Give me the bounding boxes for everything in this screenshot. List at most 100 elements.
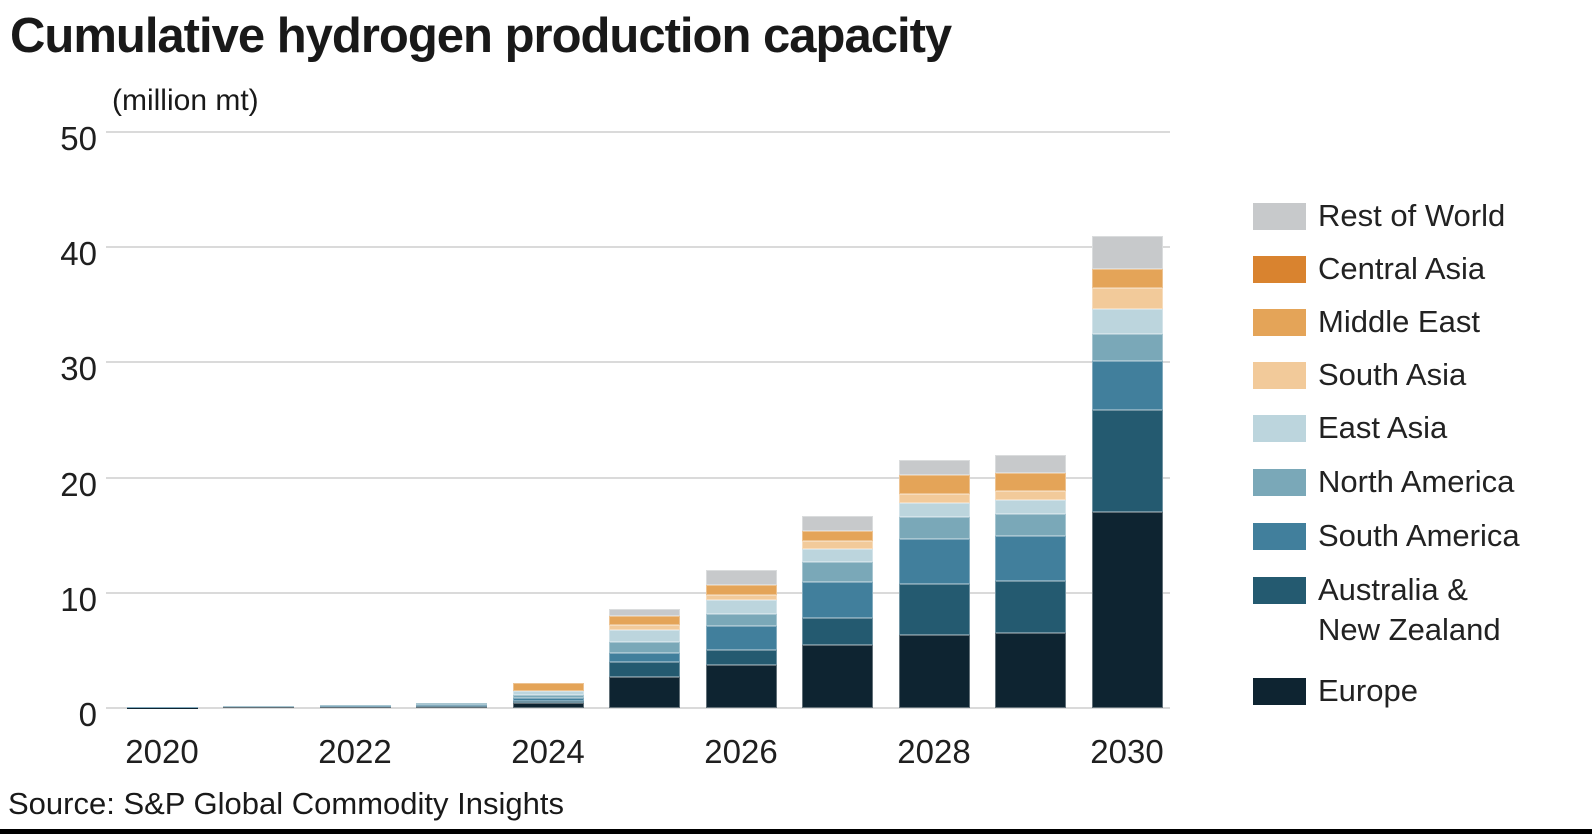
x-axis-tick-label-2022: 2022: [318, 733, 392, 770]
bar-2023-segment-australia-new-zealand: [416, 706, 487, 707]
bar-2027: [802, 515, 873, 708]
bar-2030-segment-rest-of-world: [1091, 235, 1163, 270]
bar-2024: [512, 682, 584, 708]
bar-2027-segment-middle-east: [802, 530, 873, 541]
bar-2023-segment-south-america: [416, 704, 487, 707]
bar-2021: [223, 705, 294, 708]
bar-2029-segment-north-america: [995, 514, 1066, 537]
bar-2027-segment-rest-of-world: [802, 515, 873, 531]
bar-2026-segment-rest-of-world: [705, 569, 777, 585]
bar-2023: [416, 703, 487, 708]
bar-2030: [1091, 235, 1163, 708]
x-axis-tick-label-2030: 2030: [1090, 733, 1164, 770]
bar-2028-segment-east-asia: [898, 502, 970, 517]
bar-2022-segment-south-america: [319, 706, 391, 708]
bar-2027-segment-east-asia: [802, 549, 873, 562]
bar-2029-segment-rest-of-world: [995, 454, 1066, 474]
bar-2030-segment-south-america: [1091, 361, 1163, 410]
bar-2025-segment-middle-east: [609, 615, 680, 626]
bar-2029-segment-east-asia: [995, 499, 1066, 515]
source-attribution: Source: S&P Global Commodity Insights: [8, 786, 564, 821]
bar-2029-segment-south-asia: [995, 491, 1066, 500]
y-axis-tick-label-0: 0: [78, 696, 97, 733]
bar-2027-segment-europe: [802, 644, 873, 708]
bottom-border-rule: [0, 829, 1592, 834]
bar-2024-segment-south-america: [512, 697, 584, 702]
bar-2028-segment-north-america: [898, 516, 970, 539]
bar-2025-segment-rest-of-world: [609, 608, 680, 616]
bar-2025-segment-south-asia: [609, 625, 680, 630]
bar-2029-segment-europe: [995, 633, 1066, 708]
bar-2026-segment-east-asia: [705, 599, 777, 614]
bar-2020: [126, 706, 198, 708]
bar-2030-segment-europe: [1091, 512, 1163, 708]
gridline-30: [106, 361, 1170, 364]
x-axis-tick-label-2028: 2028: [897, 733, 971, 770]
x-axis-tick-label-2020: 2020: [125, 733, 199, 770]
bar-2024-segment-south-asia: [512, 690, 584, 692]
bar-2025-segment-east-asia: [609, 629, 680, 643]
bar-2026-segment-australia-new-zealand: [705, 650, 777, 666]
gridline-20: [106, 476, 1170, 479]
bar-2021-segment-north-america: [223, 705, 294, 707]
bar-2028-segment-south-asia: [898, 493, 970, 503]
bar-2025-segment-north-america: [609, 642, 680, 653]
bar-2026-segment-middle-east: [705, 584, 777, 596]
bar-2030-segment-north-america: [1091, 333, 1163, 362]
x-axis-tick-label-2024: 2024: [511, 733, 585, 770]
bar-2028-segment-south-america: [898, 538, 970, 584]
bar-2025-segment-australia-new-zealand: [609, 661, 680, 677]
bar-2030-segment-south-asia: [1091, 287, 1163, 310]
bar-2028-segment-australia-new-zealand: [898, 583, 970, 636]
bar-2024-segment-north-america: [512, 694, 584, 698]
bar-2030-segment-east-asia: [1091, 309, 1163, 334]
bar-2029-segment-middle-east: [995, 473, 1066, 492]
bar-2025-segment-south-america: [609, 652, 680, 662]
bar-2024-segment-australia-new-zealand: [512, 701, 584, 704]
bar-2026-segment-south-america: [705, 626, 777, 651]
y-axis-units-label: (million mt): [112, 84, 259, 117]
gridline-0: [106, 707, 1170, 709]
gridline-10: [106, 591, 1170, 594]
bar-2030-segment-middle-east: [1091, 269, 1163, 288]
gridline-40: [106, 246, 1170, 249]
bar-2029: [995, 454, 1066, 708]
bar-2029-segment-australia-new-zealand: [995, 581, 1066, 634]
x-axis-tick-label-2026: 2026: [704, 733, 778, 770]
bar-2022-segment-north-america: [319, 705, 391, 707]
bar-2026-segment-north-america: [705, 613, 777, 627]
bar-2027-segment-north-america: [802, 561, 873, 583]
bar-2023-segment-north-america: [416, 703, 487, 705]
bar-2027-segment-australia-new-zealand: [802, 618, 873, 645]
y-axis-tick-label-50: 50: [60, 120, 97, 157]
bar-2026: [705, 569, 777, 708]
bar-2028: [898, 460, 970, 708]
y-axis-tick-label-10: 10: [60, 580, 97, 618]
y-axis-tick-label-20: 20: [60, 465, 97, 503]
bar-2024-segment-east-asia: [512, 691, 584, 695]
bar-2027-segment-south-asia: [802, 540, 873, 550]
bar-2027-segment-south-america: [802, 582, 873, 619]
bar-2025: [609, 608, 680, 708]
y-axis-tick-label-40: 40: [60, 235, 97, 273]
bar-2028-segment-rest-of-world: [898, 460, 970, 476]
bar-2028-segment-middle-east: [898, 475, 970, 494]
bar-2023-segment-europe: [416, 706, 487, 708]
bar-2030-segment-australia-new-zealand: [1091, 409, 1163, 513]
bar-2022-segment-europe: [319, 707, 391, 708]
gridline-50: [106, 131, 1170, 133]
bar-2021-segment-south-america: [223, 706, 294, 708]
bar-2024-segment-europe: [512, 703, 584, 708]
bar-2022: [319, 705, 391, 708]
y-axis-tick-label-30: 30: [60, 350, 97, 388]
bar-2021-segment-europe: [223, 707, 294, 708]
bar-2026-segment-europe: [705, 665, 777, 708]
bar-2029-segment-south-america: [995, 536, 1066, 582]
bar-2028-segment-europe: [898, 635, 970, 708]
chart-title: Cumulative hydrogen production capacity: [10, 9, 952, 63]
bar-2024-segment-middle-east: [512, 682, 584, 691]
bar-2025-segment-europe: [609, 676, 680, 708]
bar-2026-segment-south-asia: [705, 595, 777, 600]
